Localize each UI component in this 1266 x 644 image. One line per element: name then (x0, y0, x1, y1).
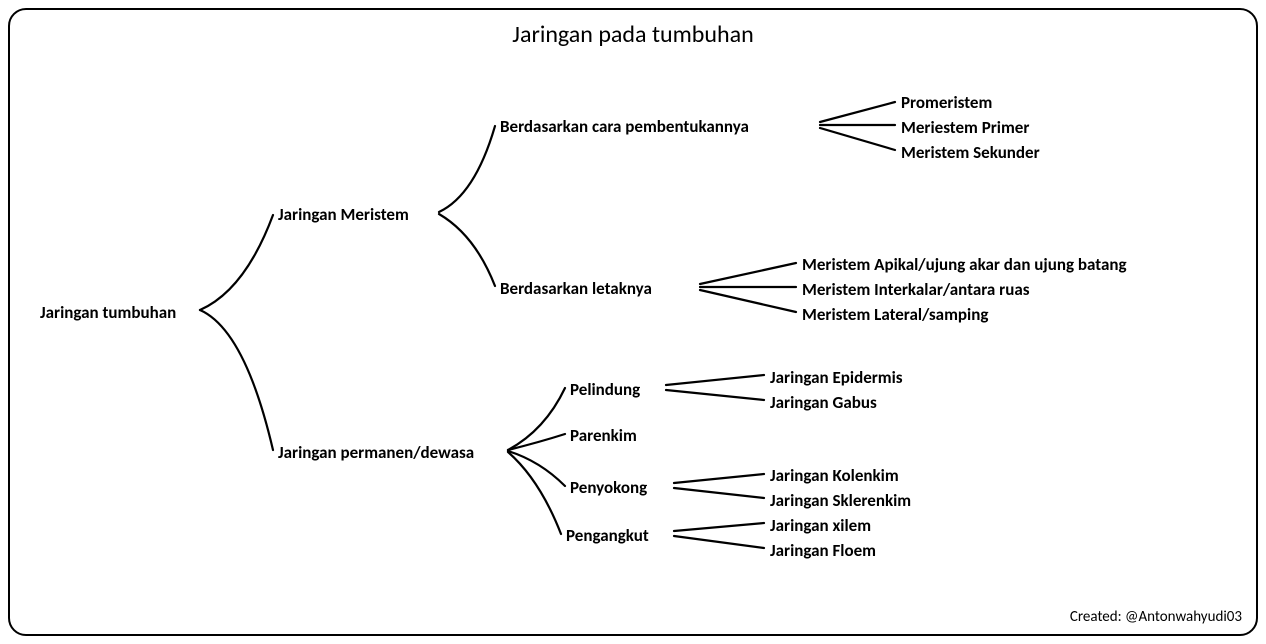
node-gabus: Jaringan Gabus (770, 392, 877, 413)
node-cara: Berdasarkan cara pembentukannya (500, 116, 749, 137)
node-parenkim: Parenkim (570, 425, 637, 446)
edge-letak-apikal (700, 263, 796, 284)
credit-text: Created: @Antonwahyudi03 (1070, 608, 1242, 626)
node-meristem: Jaringan Meristem (278, 204, 409, 225)
edge-permanen-pelindung (508, 388, 565, 450)
node-root: Jaringan tumbuhan (40, 302, 176, 323)
node-permanen: Jaringan permanen/dewasa (278, 442, 474, 463)
edge-meristem-cara (439, 126, 495, 212)
edge-root-permanen (200, 310, 273, 450)
edge-letak-lateral (700, 290, 796, 312)
node-epidermis: Jaringan Epidermis (770, 367, 903, 388)
edge-pengangkut-floem (674, 536, 764, 548)
node-apikal: Meristem Apikal/ujung akar dan ujung bat… (802, 254, 1127, 275)
node-kolenkim: Jaringan Kolenkim (770, 465, 899, 486)
node-interkalar: Meristem Interkalar/antara ruas (802, 279, 1030, 300)
diagram-frame: Jaringan pada tumbuhan Jaringan tumbuhan… (8, 8, 1258, 636)
node-penyokong: Penyokong (570, 477, 647, 498)
diagram-title: Jaringan pada tumbuhan (10, 20, 1256, 49)
edge-root-meristem (200, 215, 273, 310)
node-meristem-primer: Meriestem Primer (901, 117, 1029, 138)
node-letak: Berdasarkan letaknya (500, 278, 652, 299)
edge-meristem-letak (439, 214, 495, 286)
edge-permanen-parenkim (508, 434, 565, 450)
edge-pelindung-epidermis (666, 375, 764, 385)
node-sklerenkim: Jaringan Sklerenkim (770, 490, 911, 511)
node-promeristem: Promeristem (901, 92, 992, 113)
edge-cara-msekunder (820, 128, 895, 150)
edge-pelindung-gabus (666, 390, 764, 400)
edge-pengangkut-xilem (674, 523, 764, 531)
node-floem: Jaringan Floem (770, 540, 876, 561)
edge-penyokong-kolenkim (674, 474, 764, 483)
node-pengangkut: Pengangkut (566, 525, 649, 546)
node-pelindung: Pelindung (570, 379, 640, 400)
node-meristem-sekunder: Meristem Sekunder (901, 142, 1040, 163)
edge-penyokong-sklerenkim (674, 488, 764, 498)
edge-permanen-pengangkut (508, 452, 561, 534)
edge-permanen-penyokong (508, 451, 565, 486)
node-lateral: Meristem Lateral/samping (802, 304, 988, 325)
edge-cara-promeristem (820, 102, 895, 122)
node-xilem: Jaringan xilem (770, 515, 871, 536)
